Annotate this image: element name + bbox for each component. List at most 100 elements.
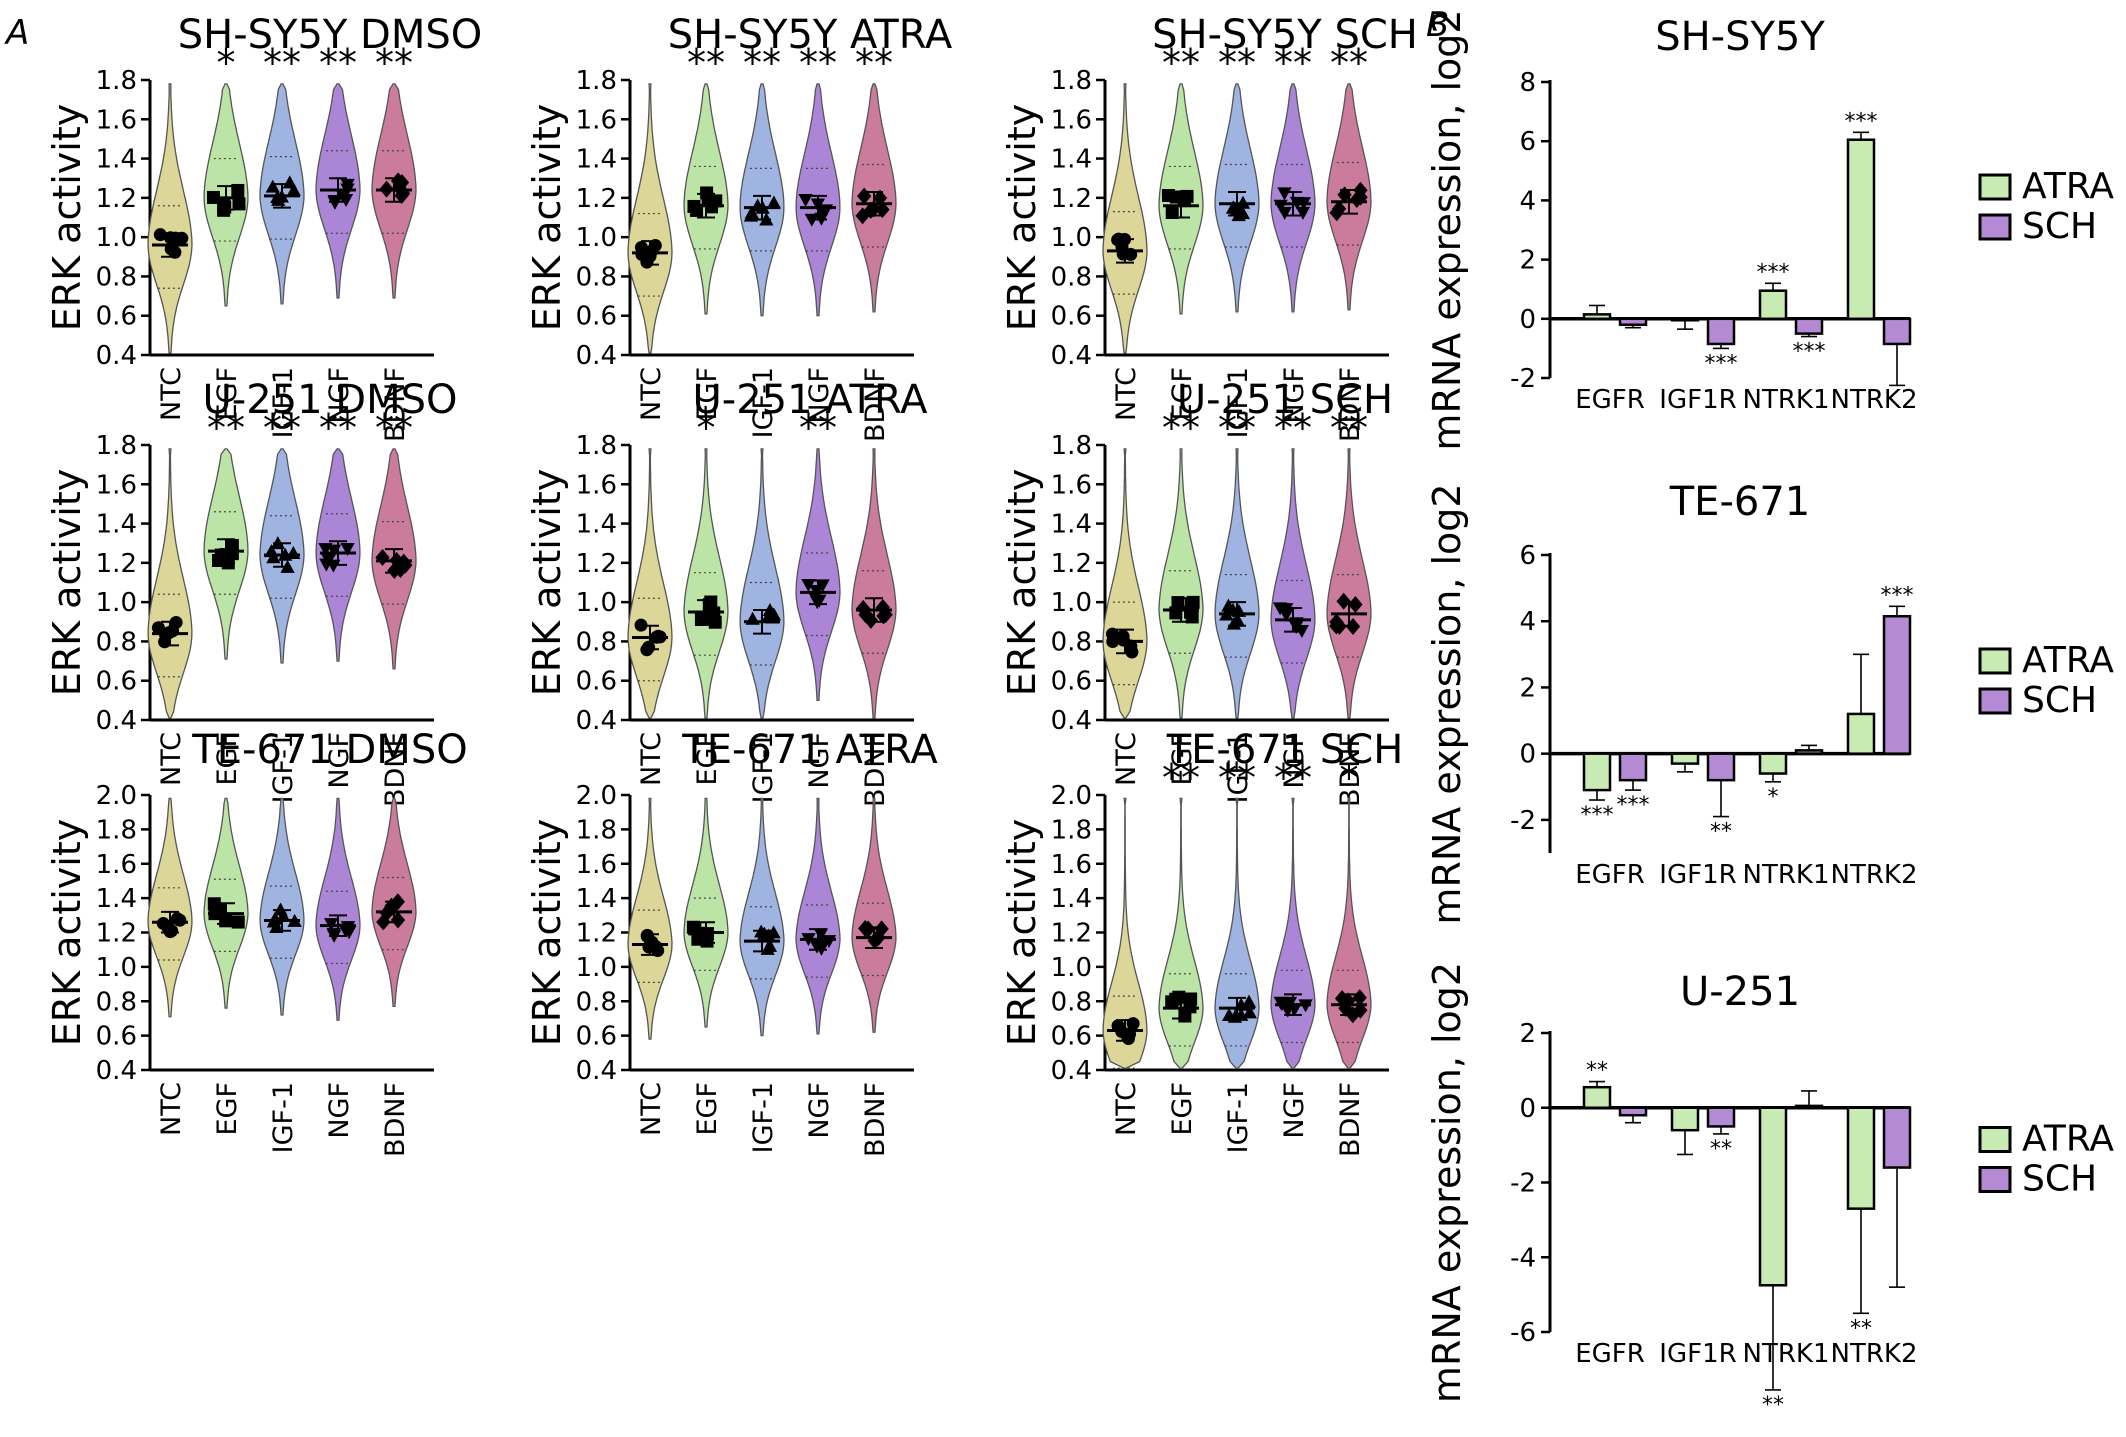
y-tick-label: 1.2 [1051, 919, 1092, 949]
significance-stars: ** [1218, 756, 1256, 800]
x-tick-label: NTRK2 [1831, 1339, 1918, 1369]
violin-BDNF [1326, 448, 1372, 719]
bar-SCH [1618, 317, 1648, 326]
data-point [327, 196, 343, 210]
data-point [1230, 612, 1245, 626]
data-point [393, 561, 408, 579]
y-tick-label: 1.6 [96, 470, 137, 500]
x-tick-label: IGF-1 [748, 732, 779, 803]
data-point [1282, 996, 1298, 1010]
x-tick-label: NGF [804, 1082, 835, 1139]
y-axis-label: ERK activity [45, 469, 89, 696]
y-tick-label: 0.4 [1051, 1056, 1092, 1086]
data-point [1329, 617, 1344, 635]
bar-SCH [1794, 749, 1824, 755]
x-tick-label: NTC [156, 1082, 187, 1136]
y-tick-label: 1.2 [1051, 549, 1092, 579]
x-tick-label: IGF-1 [1223, 732, 1254, 803]
data-point [1337, 186, 1352, 204]
bar-SCH [1706, 317, 1736, 346]
x-tick-label: NGF [324, 1082, 355, 1139]
y-tick-label: 1.4 [96, 884, 137, 914]
significance-stars: ** [319, 41, 357, 85]
data-point [1334, 990, 1350, 1007]
data-point [872, 189, 888, 207]
y-tick-label: 1.2 [1051, 184, 1092, 214]
bar-ATRA [1758, 752, 1788, 775]
data-point [701, 192, 715, 206]
data-point [1165, 995, 1179, 1009]
data-point [687, 199, 701, 213]
data-point [326, 544, 342, 558]
significance-stars: * [217, 41, 236, 85]
x-tick-label: IGF-1 [268, 1082, 299, 1153]
bar-panel: U-251 mRNA expression, log2 -6 -4 -2 0 2 EGFR **… [1425, 962, 2114, 1418]
x-tick-label: NTC [636, 1082, 667, 1136]
legend-label: ATRA [2022, 166, 2114, 207]
significance-stars: ** [1762, 1393, 1784, 1418]
significance-stars: ** [1162, 406, 1200, 450]
panel-title: SH-SY5Y [1655, 14, 1825, 60]
data-point [821, 935, 837, 949]
y-tick-label: 1.4 [576, 510, 617, 540]
x-tick-label: NGF [1279, 732, 1310, 789]
significance-stars: ** [1710, 820, 1732, 845]
data-point [376, 913, 391, 931]
y-tick-label: 2 [1519, 246, 1536, 276]
x-tick-label: NTC [636, 367, 667, 421]
data-point [745, 611, 760, 625]
significance-stars: ** [1586, 1059, 1608, 1084]
data-point [1242, 1005, 1257, 1019]
y-tick-label: 1.8 [576, 815, 617, 845]
y-tick-label: 0.8 [576, 627, 617, 657]
bar-SCH [1794, 317, 1824, 335]
significance-stars: ** [855, 41, 893, 85]
y-tick-label: 0.8 [1051, 987, 1092, 1017]
significance-stars: ** [1710, 1137, 1732, 1162]
x-tick-label: NTRK2 [1831, 860, 1918, 890]
x-tick-label: IGF-1 [748, 367, 779, 438]
violin-NGF [1270, 448, 1316, 719]
bar-SCH [1618, 1106, 1648, 1117]
significance-stars: ** [1218, 406, 1256, 450]
y-tick-label: 1.6 [576, 470, 617, 500]
x-tick-label: IGF-1 [1223, 367, 1254, 438]
significance-stars: ** [743, 41, 781, 85]
legend-swatch-ATRA [1978, 647, 2012, 675]
y-tick-label: -2 [1510, 1169, 1536, 1199]
data-point [1233, 1007, 1249, 1021]
bar-ATRA [1758, 1106, 1788, 1287]
data-point [1165, 205, 1179, 219]
legend-label: ATRA [2022, 1119, 2114, 1160]
bar-panel: SH-SY5Y mRNA expression, log2 -2 0 2 4 6 8 EGFR I… [1425, 9, 2114, 450]
legend-swatch-ATRA [1978, 173, 2012, 201]
panel-title: U-251 [1680, 969, 1800, 1015]
significance-stars: *** [1581, 803, 1614, 828]
data-point [1295, 206, 1311, 220]
panel-title: SH-SY5Y ATRA [668, 12, 953, 58]
y-tick-label: 1.4 [576, 884, 617, 914]
bar-ATRA [1846, 1106, 1876, 1210]
bar-SCH [1882, 615, 1912, 755]
data-point [270, 536, 285, 550]
x-tick-label: NGF [1279, 1082, 1310, 1139]
y-tick-label: 0.4 [1051, 341, 1092, 371]
violin-BDNF [851, 448, 897, 719]
y-axis-label: mRNA expression, log2 [1425, 483, 1469, 924]
data-point [1171, 596, 1185, 610]
data-point [206, 190, 220, 204]
data-point [1331, 200, 1347, 218]
violin-EGF [683, 448, 729, 719]
violin-NTC [1102, 797, 1148, 1069]
x-tick-label: NGF [804, 732, 835, 789]
y-tick-label: 1.4 [96, 145, 137, 175]
x-tick-label: NTC [636, 732, 667, 786]
panel-title: U-251 SCH [1177, 377, 1393, 423]
y-tick-label: 1.6 [576, 850, 617, 880]
